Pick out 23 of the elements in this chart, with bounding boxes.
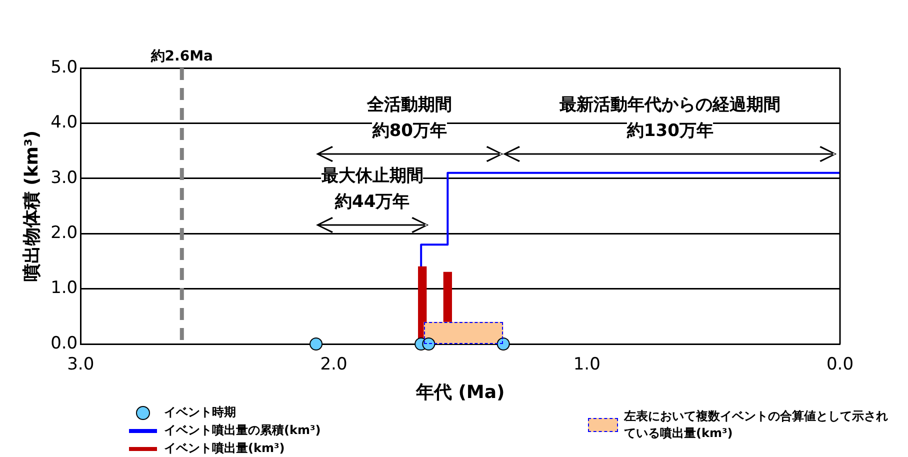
annotation: 最大休止期間 xyxy=(321,166,424,186)
ref-line-label: 約2.6Ma xyxy=(150,48,213,65)
x-tick-label: 2.0 xyxy=(320,354,348,375)
x-tick-label: 3.0 xyxy=(67,354,94,375)
annotation: 約130万年 xyxy=(626,120,714,141)
x-axis-title: 年代 (Ma) xyxy=(414,382,505,403)
y-axis-title: 噴出物体積 (km³) xyxy=(21,130,42,282)
annotation: 約80万年 xyxy=(372,120,448,141)
y-tick-label: 5.0 xyxy=(50,57,78,78)
annotation: 約44万年 xyxy=(335,192,410,212)
x-tick-label: 0.0 xyxy=(826,354,854,375)
y-tick-label: 3.0 xyxy=(50,168,78,188)
legend-label: イベント噴出量(km³) xyxy=(164,440,285,457)
legend-label: 左表において複数イベントの合算値として示されている噴出量(km³) xyxy=(624,408,888,442)
annotation: 最新活動年代からの経過期間 xyxy=(560,94,781,115)
legend-label: イベント噴出量の累積(km³) xyxy=(164,422,321,439)
y-tick-label: 1.0 xyxy=(50,278,78,298)
annotation: 全活動期間 xyxy=(367,94,452,115)
legend-label: イベント時期 xyxy=(164,404,236,421)
y-tick-label: 4.0 xyxy=(50,112,78,133)
y-tick-label: 2.0 xyxy=(50,223,78,244)
y-tick-label: 0.0 xyxy=(50,333,78,354)
x-tick-label: 1.0 xyxy=(573,354,600,375)
